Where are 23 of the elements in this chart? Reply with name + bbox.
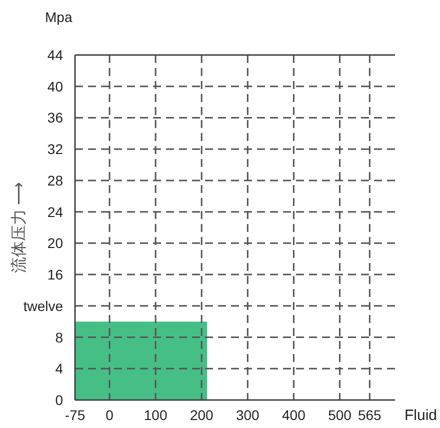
- x-tick-label: -75: [64, 407, 86, 423]
- y-tick-label: 24: [47, 204, 64, 220]
- y-tick-label: 16: [47, 266, 64, 283]
- x-axis-title: Fluid: [404, 407, 437, 424]
- y-tick-label: 40: [47, 78, 64, 94]
- x-tick-label: 565: [358, 407, 382, 423]
- x-tick-label: 0: [106, 407, 114, 423]
- x-tick-label: 100: [144, 407, 168, 423]
- x-tick-label: 200: [190, 407, 214, 423]
- x-tick-label: 500: [328, 407, 352, 423]
- y-tick-label: 0: [55, 392, 64, 408]
- y-axis-title: 流体压力 ⟶: [10, 182, 28, 274]
- y-tick-label: 28: [47, 172, 64, 188]
- y-tick-label: 44: [47, 47, 64, 63]
- y-tick-label: 8: [55, 329, 64, 346]
- text: Mpa: [45, 9, 72, 25]
- y-tick-label: 20: [47, 235, 64, 252]
- x-tick-label: 400: [282, 407, 306, 423]
- y-tick-label: 36: [47, 110, 64, 126]
- x-tick-label: 300: [236, 407, 260, 423]
- y-tick-label: 4: [55, 360, 64, 377]
- y-tick-label: twelve: [23, 298, 64, 314]
- y-tick-label: 32: [47, 141, 64, 158]
